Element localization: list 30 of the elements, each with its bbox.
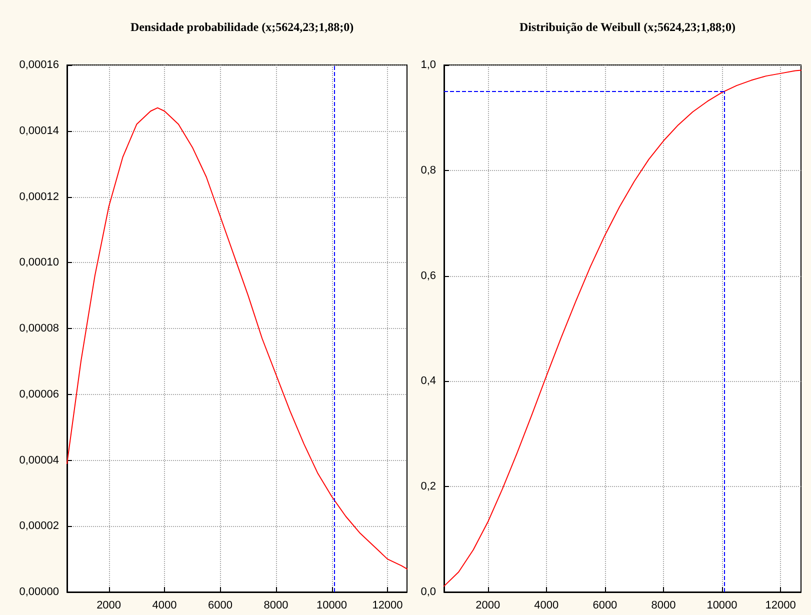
y-tick-label: 0,4 (420, 375, 436, 388)
chart-title: Distribuição de Weibull (x;5624,23;1,88;0) (519, 20, 736, 34)
x-tick-label: 12000 (372, 600, 403, 612)
y-tick-label: 0,00000 (19, 586, 59, 598)
y-tick-label: 0,8 (420, 164, 436, 176)
x-tick-label: 8000 (264, 600, 288, 612)
x-tick-label: 10000 (706, 600, 738, 612)
line-series (66, 107, 408, 570)
y-tick-label: 0,00006 (19, 388, 59, 400)
y-tick-label: 0,0 (420, 586, 436, 598)
y-tick-label: 0,2 (420, 480, 436, 493)
y-tick-label: 0,00004 (19, 454, 59, 466)
x-tick-label: 4000 (152, 600, 177, 612)
y-tick-label: 0,00002 (19, 520, 59, 532)
x-tick-label: 8000 (651, 600, 676, 612)
y-tick-label: 1,0 (420, 59, 436, 71)
x-tick-label: 2000 (96, 600, 122, 612)
x-tick-label: 12000 (765, 600, 796, 612)
x-tick-label: 6000 (208, 600, 233, 612)
y-tick-label: 0,00010 (19, 256, 59, 269)
x-tick-label: 10000 (316, 600, 348, 612)
x-tick-label: 4000 (534, 600, 559, 612)
chart-title: Densidade probabilidade (x;5624,23;1,88;0) (130, 20, 354, 34)
x-tick-label: 2000 (476, 600, 500, 612)
x-tick-label: 6000 (592, 600, 618, 612)
y-tick-label: 0,00016 (19, 59, 59, 71)
y-tick-label: 0,00012 (19, 190, 59, 203)
y-tick-label: 0,00014 (19, 124, 59, 137)
y-tick-label: 0,6 (420, 270, 436, 282)
y-tick-label: 0,00008 (19, 322, 59, 334)
